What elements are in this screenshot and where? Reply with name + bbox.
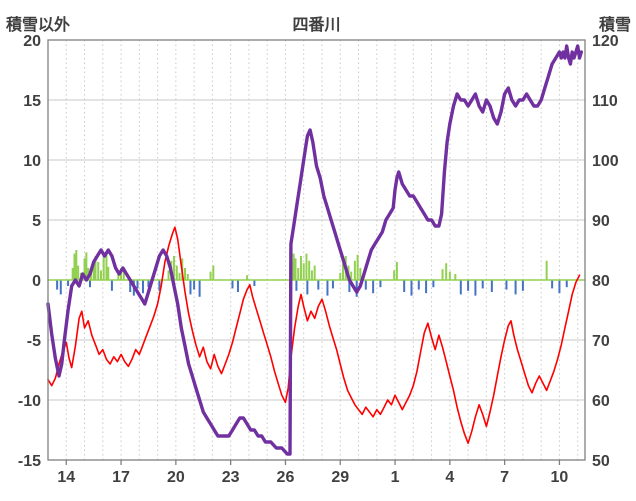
left-tick-label: 5 — [32, 213, 41, 230]
x-tick-label: 20 — [167, 469, 185, 486]
left-tick-label: -10 — [18, 393, 41, 410]
left-tick-label: 15 — [23, 93, 41, 110]
right-tick-label: 70 — [592, 333, 610, 350]
right-tick-label: 100 — [592, 153, 619, 170]
left-axis-labels: 20 15 10 5 0 -5 -10 -15 — [18, 33, 41, 470]
right-tick-label: 50 — [592, 453, 610, 470]
x-tick-label: 10 — [551, 469, 569, 486]
x-tick-label: 23 — [222, 469, 240, 486]
x-tick-label: 17 — [112, 469, 130, 486]
chart-title: 四番川 — [292, 17, 341, 34]
x-tick-label: 29 — [331, 469, 349, 486]
right-tick-label: 90 — [592, 213, 610, 230]
left-tick-label: 0 — [32, 273, 41, 290]
plot-border — [47, 39, 586, 461]
series-line-red — [47, 226, 581, 444]
left-axis-title: 積雪以外 — [6, 17, 71, 34]
x-axis-labels: 14 17 20 23 26 29 1 4 7 10 — [57, 460, 568, 486]
left-tick-label: 10 — [23, 153, 41, 170]
left-tick-label: -5 — [27, 333, 41, 350]
series-line-purple-snow — [46, 44, 583, 456]
x-tick-label: 1 — [391, 469, 400, 486]
x-tick-label: 14 — [57, 469, 75, 486]
vertical-gridlines — [65, 40, 579, 460]
right-tick-label: 60 — [592, 393, 610, 410]
left-tick-label: -15 — [18, 453, 41, 470]
x-tick-label: 26 — [277, 469, 295, 486]
right-axis-labels: 120 110 100 90 80 70 60 50 — [592, 33, 619, 470]
x-tick-label: 7 — [500, 469, 509, 486]
series-bars-green-positive — [71, 250, 548, 280]
right-tick-label: 120 — [592, 33, 619, 50]
left-tick-label: 20 — [23, 33, 41, 50]
series-bars-blue-negative — [56, 280, 568, 297]
right-tick-label: 80 — [592, 273, 610, 290]
x-tick-label: 4 — [445, 469, 454, 486]
right-tick-label: 110 — [592, 93, 618, 110]
right-axis-title: 積雪 — [598, 17, 631, 34]
